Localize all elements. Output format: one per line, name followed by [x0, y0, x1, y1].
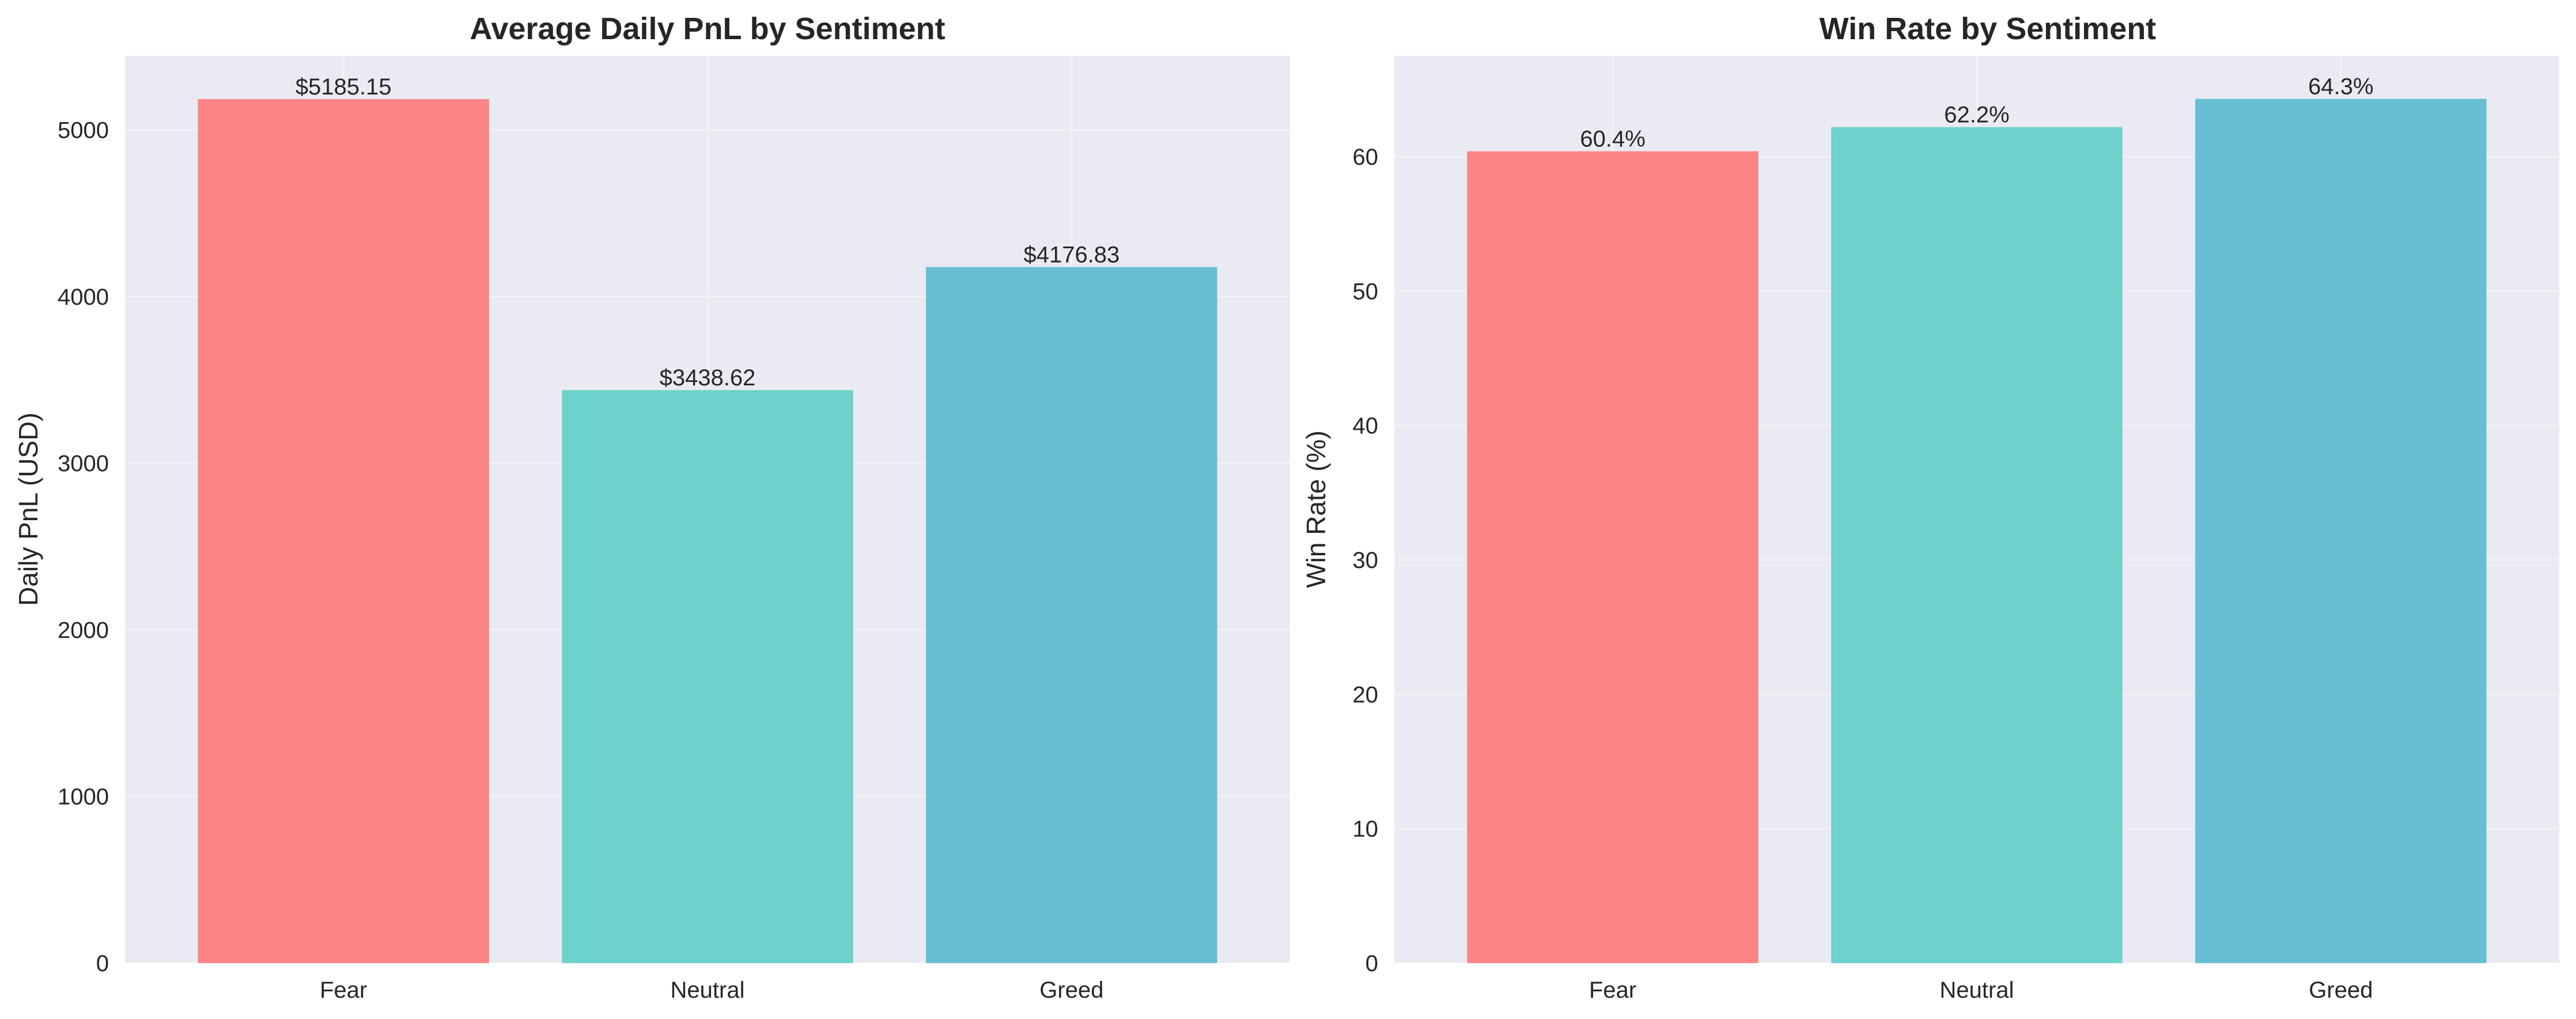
winrate-y-tick-label: 40: [1353, 414, 1379, 439]
pnl-chart: Average Daily PnL by Sentiment 0 1000 2000…: [13, 12, 1290, 1003]
pnl-data-label-neutral: $3438.62: [660, 365, 756, 391]
winrate-y-tick-label: 30: [1353, 548, 1379, 573]
winrate-y-axis-label: Win Rate (%): [1301, 430, 1331, 588]
winrate-data-labels: 60.4% 62.2% 64.3%: [1580, 74, 2373, 152]
pnl-data-label-greed: $4176.83: [1023, 243, 1119, 268]
winrate-data-label-greed: 64.3%: [2308, 74, 2373, 100]
pnl-y-tick-label: 3000: [58, 451, 109, 476]
winrate-bar-neutral: [1831, 127, 2123, 964]
pnl-x-tick-label: Neutral: [671, 978, 745, 1003]
pnl-x-tick-label: Greed: [1039, 978, 1103, 1003]
pnl-x-tick-label: Fear: [320, 978, 367, 1003]
pnl-y-tick-label: 4000: [58, 285, 109, 310]
pnl-y-axis-label: Daily PnL (USD): [13, 412, 43, 606]
winrate-y-tick-label: 20: [1353, 682, 1379, 707]
pnl-bar-neutral: [562, 390, 853, 963]
pnl-bar-greed: [926, 267, 1217, 963]
winrate-y-ticks: 0 10 20 30 40 50 60: [1353, 145, 1379, 976]
pnl-y-tick-label: 5000: [58, 118, 109, 143]
pnl-bar-fear: [198, 99, 489, 964]
winrate-x-tick-label: Greed: [2309, 978, 2373, 1003]
winrate-chart: Win Rate by Sentiment 0 10 20 30 40 50 60 Fear…: [1301, 12, 2559, 1003]
pnl-chart-title: Average Daily PnL by Sentiment: [470, 12, 945, 46]
winrate-chart-title: Win Rate by Sentiment: [1820, 12, 2157, 46]
winrate-data-label-fear: 60.4%: [1580, 127, 1645, 152]
pnl-y-tick-label: 1000: [58, 785, 109, 810]
winrate-y-tick-label: 0: [1365, 951, 1378, 976]
winrate-x-tick-label: Neutral: [1940, 978, 2014, 1003]
pnl-data-labels: $5185.15 $3438.62 $4176.83: [296, 74, 1120, 391]
winrate-y-tick-label: 10: [1353, 817, 1379, 842]
winrate-bars: [1467, 99, 2487, 964]
pnl-x-ticks: Fear Neutral Greed: [320, 978, 1103, 1003]
pnl-y-tick-label: 0: [96, 951, 109, 976]
pnl-y-tick-label: 2000: [58, 618, 109, 643]
winrate-x-ticks: Fear Neutral Greed: [1589, 978, 2373, 1003]
winrate-x-tick-label: Fear: [1589, 978, 1636, 1003]
pnl-bars: [198, 99, 1217, 964]
winrate-y-tick-label: 60: [1353, 145, 1379, 170]
winrate-bar-greed: [2195, 99, 2487, 964]
pnl-data-label-fear: $5185.15: [296, 74, 392, 100]
winrate-y-tick-label: 50: [1353, 279, 1379, 304]
winrate-data-label-neutral: 62.2%: [1944, 103, 2009, 128]
pnl-y-ticks: 0 1000 2000 3000 4000 5000: [58, 118, 109, 976]
winrate-bar-fear: [1467, 151, 1758, 964]
